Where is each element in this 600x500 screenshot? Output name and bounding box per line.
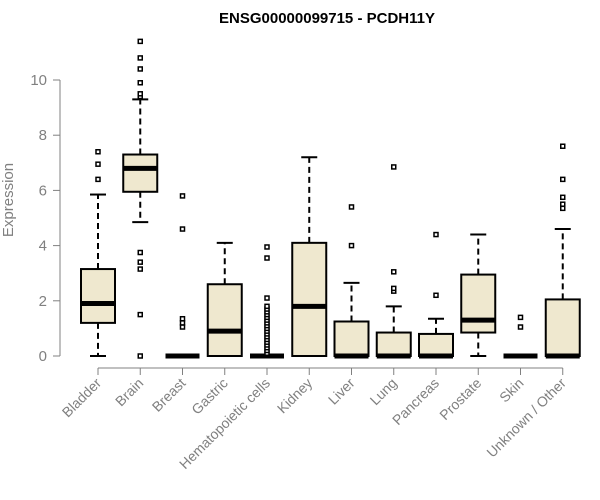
box-group [206, 241, 243, 357]
outlier-point [95, 176, 101, 183]
outlier-point [137, 91, 143, 97]
outlier-point [137, 80, 143, 86]
x-tick-label: Unknown / Other [483, 375, 569, 461]
box-group [80, 149, 116, 357]
plot-area [80, 38, 581, 359]
box [291, 241, 328, 357]
box-group [122, 38, 159, 359]
outlier-point [264, 244, 270, 250]
box-group [333, 204, 370, 359]
outlier-point [95, 161, 101, 167]
x-tick-label: Lung [367, 375, 400, 408]
outlier-point [560, 194, 566, 201]
box-group [503, 314, 538, 359]
x-tick-label: Prostate [436, 375, 484, 423]
box-group [418, 231, 454, 359]
outlier-point [517, 324, 524, 330]
x-tick-label: Brain [112, 375, 146, 409]
box [544, 298, 581, 358]
outlier-point [560, 201, 566, 207]
outlier-point [264, 255, 270, 261]
x-tick-label: Bladder [59, 375, 105, 421]
x-tick-label: Kidney [274, 375, 316, 417]
x-tick-label: Pancreas [389, 375, 442, 428]
outlier-point [517, 314, 524, 321]
x-tick-label: Liver [325, 375, 358, 408]
x-tick-label: Breast [149, 375, 189, 415]
y-tick-label: 8 [39, 127, 47, 144]
outlier-point [264, 303, 270, 310]
chart-title: ENSG00000099715 - PCDH11Y [219, 10, 435, 27]
y-tick-label: 4 [39, 238, 47, 255]
outlier-point [137, 249, 143, 256]
y-tick-label: 6 [39, 182, 47, 199]
box-group [250, 244, 284, 359]
outlier-point [264, 295, 270, 301]
y-tick-label: 10 [30, 72, 47, 89]
outlier-point [179, 226, 186, 232]
box [122, 153, 159, 193]
y-tick-label: 0 [39, 348, 47, 365]
y-tick-label: 2 [39, 293, 47, 310]
outlier-point [137, 66, 143, 72]
outlier-point [433, 231, 439, 238]
outlier-point [433, 292, 439, 299]
box [333, 320, 370, 357]
outlier-point [560, 143, 566, 149]
box-group [460, 233, 497, 357]
box-group [544, 143, 581, 359]
box [375, 331, 412, 358]
y-axis: 0 2 4 6 8 10 [30, 72, 61, 365]
outlier-point [137, 266, 143, 272]
box-group [291, 156, 328, 357]
outlier-point [137, 55, 143, 61]
outlier-point [391, 164, 397, 170]
outlier-point [137, 38, 143, 45]
outlier-point [137, 353, 143, 359]
box [206, 283, 243, 357]
outlier-point [179, 315, 186, 322]
outlier-point [179, 193, 186, 199]
box-group [375, 164, 412, 359]
box [418, 332, 454, 358]
outlier-point [348, 242, 355, 249]
outlier-point [391, 269, 397, 275]
x-tick-label: Skin [496, 375, 527, 406]
outlier-point [137, 311, 143, 318]
box [80, 268, 116, 324]
outlier-point [95, 149, 101, 155]
outlier-point [560, 176, 566, 183]
outlier-point [348, 204, 355, 210]
outlier-point [137, 259, 143, 265]
y-axis-label: Expression [0, 163, 17, 237]
box-group [165, 193, 200, 359]
box [460, 273, 497, 334]
outlier-point [391, 285, 397, 292]
